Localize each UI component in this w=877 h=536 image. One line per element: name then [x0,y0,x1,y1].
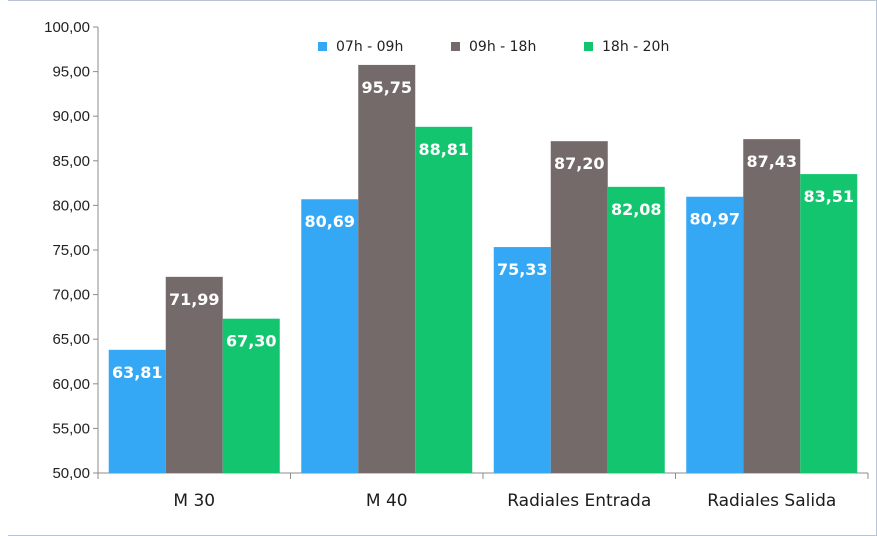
y-tick-label: 80,00 [52,197,90,214]
x-category-label: M 40 [366,491,408,511]
data-label: 87,20 [554,154,605,173]
y-tick-label: 50,00 [52,465,90,482]
bar [686,196,744,473]
bar [607,186,665,473]
y-tick-label: 100,00 [44,19,90,36]
data-label: 83,51 [803,187,854,206]
bar [800,174,858,473]
bar [358,64,416,473]
y-tick-label: 85,00 [52,153,90,170]
data-label: 75,33 [497,260,548,279]
legend-swatch [451,42,460,51]
x-category-label: M 30 [173,491,215,511]
data-label: 88,81 [418,140,469,159]
x-category-label: Radiales Salida [707,491,836,511]
y-tick-label: 65,00 [52,331,90,348]
bar [222,318,280,473]
left-margin-strip [0,0,8,536]
bar [550,141,608,473]
y-tick-label: 75,00 [52,242,90,259]
bar [301,199,359,474]
data-label: 71,99 [169,290,220,309]
legend: 07h - 09h 09h - 18h 18h - 20h [318,39,669,55]
y-tick-label: 95,00 [52,64,90,81]
data-label: 80,97 [689,210,740,229]
legend-label: 09h - 18h [469,39,536,55]
data-label: 87,43 [746,152,797,171]
data-label: 82,08 [611,200,662,219]
legend-label: 18h - 20h [602,39,669,55]
bar [165,276,223,473]
bar [743,139,801,474]
y-tick-label: 60,00 [52,376,90,393]
bar [415,126,473,474]
y-tick-label: 90,00 [52,108,90,125]
data-label: 95,75 [361,78,412,97]
legend-swatch [318,42,327,51]
data-labels-layer: 63,81 71,99 67,30 80,69 95,75 88,81 75,33 87,20… [112,78,854,382]
y-tick-label: 55,00 [52,420,90,437]
axis-layer: 50,00 55,00 60,00 65,00 70,00 75,00 80,00 85,00… [44,19,869,511]
legend-label: 07h - 09h [336,39,403,55]
x-category-label: Radiales Entrada [507,491,651,511]
y-tick-label: 70,00 [52,287,90,304]
data-label: 67,30 [226,332,277,351]
data-label: 63,81 [112,363,163,382]
bar [108,349,166,473]
data-label: 80,69 [304,212,355,231]
legend-swatch [584,42,593,51]
bar [493,247,551,473]
bars-layer [108,64,858,474]
